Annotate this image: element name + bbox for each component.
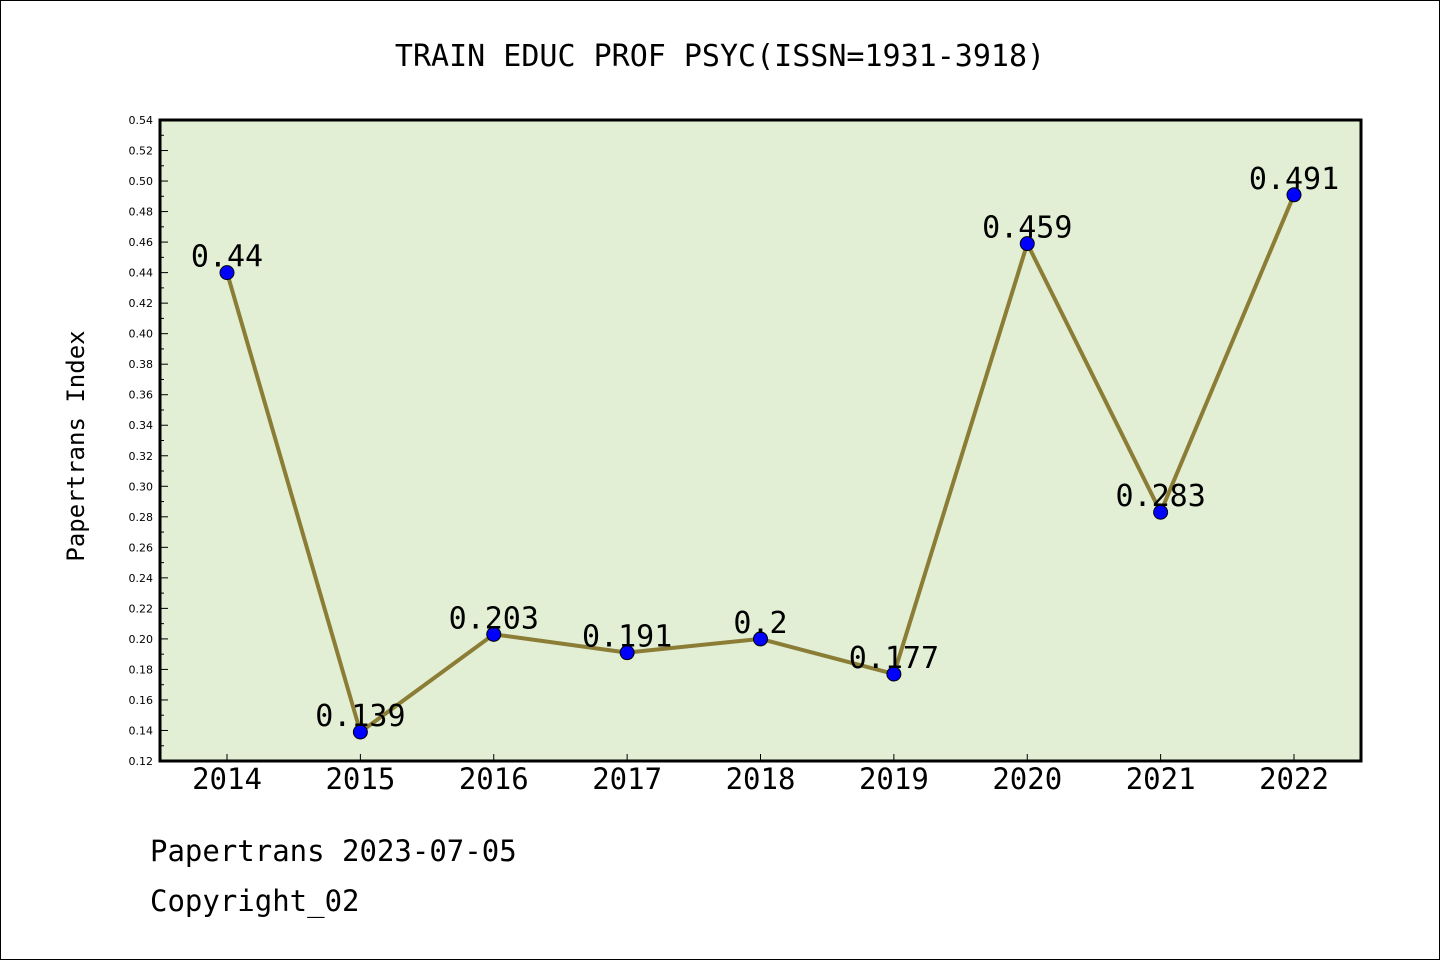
x-tick-label: 2019 [859,762,929,796]
data-label: 0.44 [191,240,263,275]
y-tick-label: 0.18 [129,663,154,676]
data-point [1153,504,1169,520]
y-tick-label: 0.52 [129,145,154,158]
y-tick-label: 0.28 [129,511,154,524]
x-tick-label: 2018 [726,762,796,796]
y-tick-label: 0.14 [129,724,154,737]
x-tick-label: 2021 [1126,762,1196,796]
data-point [486,626,502,642]
plot-border [158,118,1363,763]
data-label: 0.139 [315,699,405,734]
y-tick-label: 0.50 [129,175,154,188]
y-tick-label: 0.46 [129,236,154,249]
chart-title: TRAIN EDUC PROF PSYC(ISSN=1931-3918) [395,39,1045,74]
y-tick-label: 0.48 [129,206,154,219]
x-tick-label: 2022 [1259,762,1329,796]
data-label: 0.191 [582,620,672,655]
data-label: 0.491 [1249,162,1339,197]
x-tick-label: 2016 [459,762,529,796]
y-tick-label: 0.34 [129,419,154,432]
y-tick-label: 0.16 [129,694,154,707]
data-label: 0.203 [449,601,539,636]
y-tick-label: 0.12 [129,755,154,768]
x-tick-label: 2020 [992,762,1062,796]
data-point [219,265,235,281]
y-tick-label: 0.42 [129,297,154,310]
y-tick-label: 0.30 [129,480,154,493]
data-point [1286,187,1302,203]
footer-date-text: Papertrans 2023-07-05 [150,834,517,868]
y-tick-label: 0.22 [129,602,154,615]
y-tick-label: 0.38 [129,358,154,371]
plot-area [160,120,1361,761]
data-point [753,631,768,647]
x-tick-label: 2014 [192,762,262,796]
y-tick-label: 0.44 [129,267,154,280]
data-label: 0.459 [982,211,1072,246]
y-tick-label: 0.20 [129,633,154,646]
x-tick-label: 2017 [592,762,662,796]
y-tick-label: 0.36 [129,389,154,402]
y-tick-label: 0.54 [129,114,154,127]
data-label: 0.283 [1115,479,1205,514]
y-tick-label: 0.24 [129,572,154,585]
y-tick-label: 0.26 [129,541,154,554]
y-tick-label: 0.32 [129,450,154,463]
data-label: 0.2 [733,606,787,641]
data-points [219,187,1302,740]
x-tick-label: 2015 [325,762,395,796]
data-label: 0.177 [849,641,939,676]
data-point [619,645,635,661]
y-tick-label: 0.40 [129,328,154,341]
y-axis-label: Papertrans Index [62,330,90,561]
data-point [1019,236,1035,252]
data-point [886,666,902,682]
x-axis-ticks: 2014 2015 2016 2017 2018 2019 2020 2021 2022 [192,754,1329,796]
footer-copyright-text: Copyright_02 [150,884,360,918]
data-point [352,724,368,740]
data-labels: 0.44 0.139 0.203 0.191 0.2 0.177 0.459 0.283 0.4… [191,162,1339,734]
